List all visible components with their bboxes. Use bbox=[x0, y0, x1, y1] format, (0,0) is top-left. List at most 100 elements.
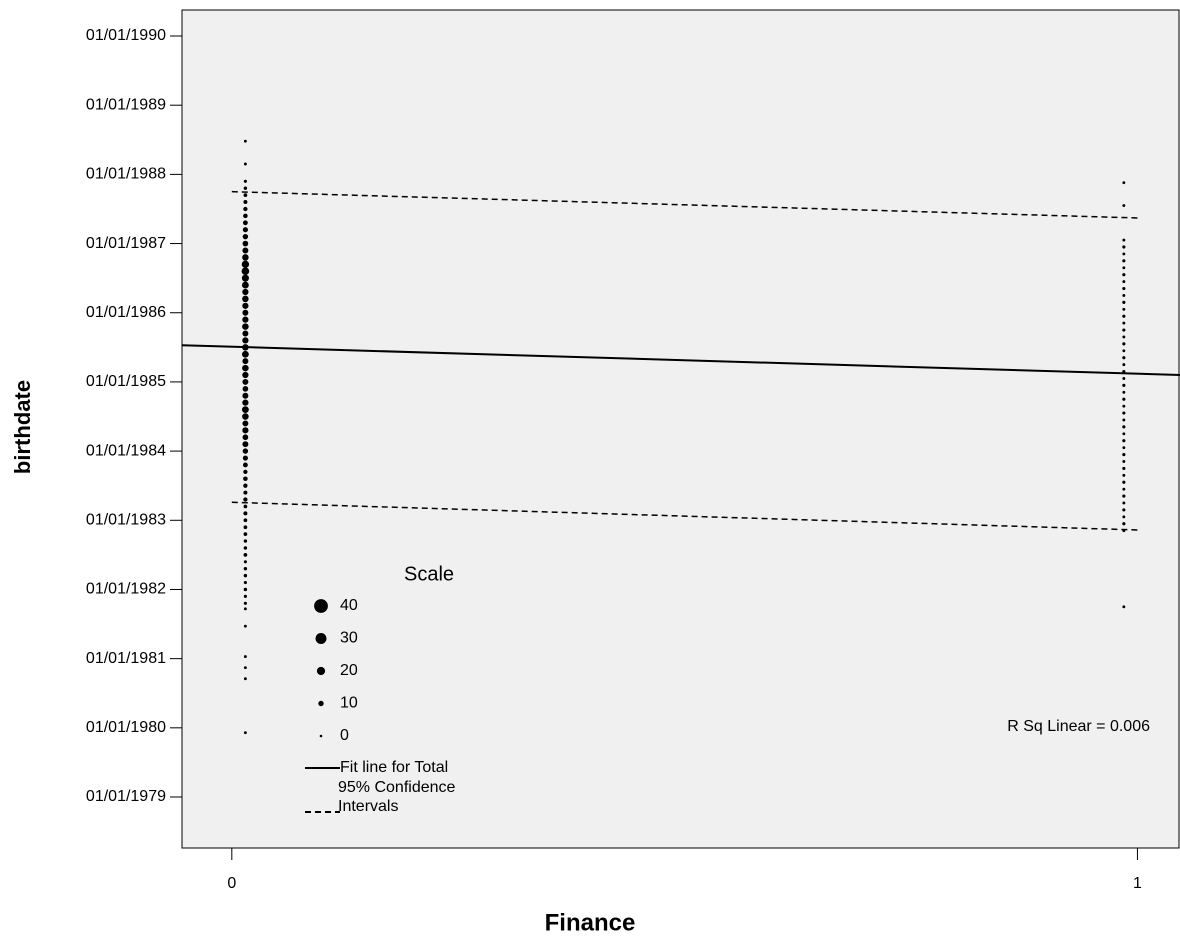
legend-label: 0 bbox=[340, 727, 349, 744]
y-tick-label: 01/01/1988 bbox=[86, 166, 166, 183]
y-tick-label: 01/01/1987 bbox=[86, 235, 166, 252]
point bbox=[242, 371, 249, 379]
point bbox=[242, 420, 249, 427]
point bbox=[1122, 508, 1126, 512]
point bbox=[242, 462, 248, 468]
point bbox=[1122, 204, 1126, 207]
point bbox=[242, 337, 249, 344]
point bbox=[243, 483, 248, 488]
point bbox=[1122, 522, 1126, 526]
point bbox=[242, 434, 249, 441]
point bbox=[1122, 328, 1126, 332]
point bbox=[1122, 439, 1126, 443]
fit-line bbox=[231, 190, 1138, 219]
point bbox=[1122, 294, 1126, 297]
point bbox=[1122, 377, 1126, 380]
point bbox=[1122, 397, 1126, 401]
point bbox=[241, 267, 250, 276]
point bbox=[1122, 529, 1126, 533]
point bbox=[243, 546, 248, 550]
point bbox=[1122, 404, 1126, 408]
point bbox=[1122, 286, 1126, 291]
point bbox=[243, 580, 247, 585]
y-tick-label: 01/01/1982 bbox=[86, 581, 166, 598]
legend-label: 95% Confidence Intervals bbox=[338, 779, 456, 815]
point bbox=[1122, 466, 1126, 470]
point bbox=[1122, 280, 1126, 284]
point bbox=[242, 344, 249, 351]
point bbox=[243, 601, 247, 605]
point bbox=[1122, 425, 1126, 429]
point bbox=[243, 607, 247, 611]
legend-label: Fit line for Total bbox=[340, 759, 448, 776]
point bbox=[1122, 487, 1126, 491]
point bbox=[242, 295, 249, 303]
point bbox=[1122, 605, 1126, 609]
point bbox=[243, 179, 247, 183]
point bbox=[242, 330, 249, 337]
y-tick-label: 01/01/1984 bbox=[86, 442, 166, 459]
point bbox=[1122, 252, 1126, 256]
point bbox=[242, 378, 249, 385]
point bbox=[243, 476, 248, 482]
legend-symbol bbox=[318, 700, 324, 707]
point bbox=[1122, 300, 1126, 304]
x-axis-title: Finance bbox=[545, 909, 636, 936]
legend-title: Scale bbox=[404, 563, 454, 585]
x-tick-label: 1 bbox=[1133, 875, 1142, 892]
y-tick-label: 01/01/1981 bbox=[86, 650, 166, 667]
point bbox=[243, 504, 248, 509]
point bbox=[242, 364, 249, 372]
point bbox=[243, 469, 248, 474]
point bbox=[243, 497, 248, 502]
legend-symbol bbox=[316, 666, 326, 676]
legend-label-box: 95% Confidence Intervals bbox=[338, 779, 456, 815]
point bbox=[243, 193, 248, 197]
point bbox=[241, 274, 249, 282]
point bbox=[1122, 259, 1126, 263]
point bbox=[1122, 356, 1126, 360]
point bbox=[243, 490, 248, 495]
point bbox=[1122, 515, 1126, 519]
legend-symbol bbox=[314, 599, 328, 613]
y-axis-title: birthdate bbox=[10, 380, 35, 474]
point bbox=[1122, 494, 1126, 498]
legend-symbol bbox=[315, 633, 327, 644]
legend-label: 30 bbox=[340, 630, 358, 647]
point bbox=[243, 213, 248, 219]
point bbox=[242, 427, 249, 434]
point bbox=[243, 162, 247, 166]
point bbox=[243, 731, 247, 735]
point bbox=[243, 511, 248, 516]
legend-symbol bbox=[319, 734, 323, 738]
point bbox=[242, 441, 249, 448]
point bbox=[1122, 273, 1126, 277]
point bbox=[1122, 335, 1126, 339]
y-tick-label: 01/01/1980 bbox=[86, 719, 166, 736]
point bbox=[242, 413, 249, 420]
point bbox=[1122, 307, 1126, 311]
point bbox=[1122, 460, 1126, 463]
y-tick-label: 01/01/1985 bbox=[86, 373, 166, 390]
point bbox=[243, 587, 248, 592]
point bbox=[1122, 363, 1126, 367]
point bbox=[243, 566, 248, 571]
point bbox=[1122, 369, 1126, 374]
point bbox=[242, 247, 249, 254]
point bbox=[1122, 314, 1126, 318]
point bbox=[242, 323, 249, 330]
y-tick-label: 01/01/1990 bbox=[86, 27, 166, 44]
point bbox=[243, 573, 248, 578]
point bbox=[241, 281, 249, 289]
point bbox=[241, 260, 250, 268]
point bbox=[242, 227, 248, 233]
y-tick-label: 01/01/1989 bbox=[86, 96, 166, 113]
fit-line bbox=[181, 344, 1180, 377]
y-tick-label: 01/01/1986 bbox=[86, 304, 166, 321]
point bbox=[1122, 473, 1126, 477]
point bbox=[242, 399, 249, 406]
point bbox=[1122, 480, 1126, 484]
point bbox=[1122, 266, 1126, 270]
point bbox=[1122, 349, 1126, 353]
legend-label: 20 bbox=[340, 662, 358, 679]
